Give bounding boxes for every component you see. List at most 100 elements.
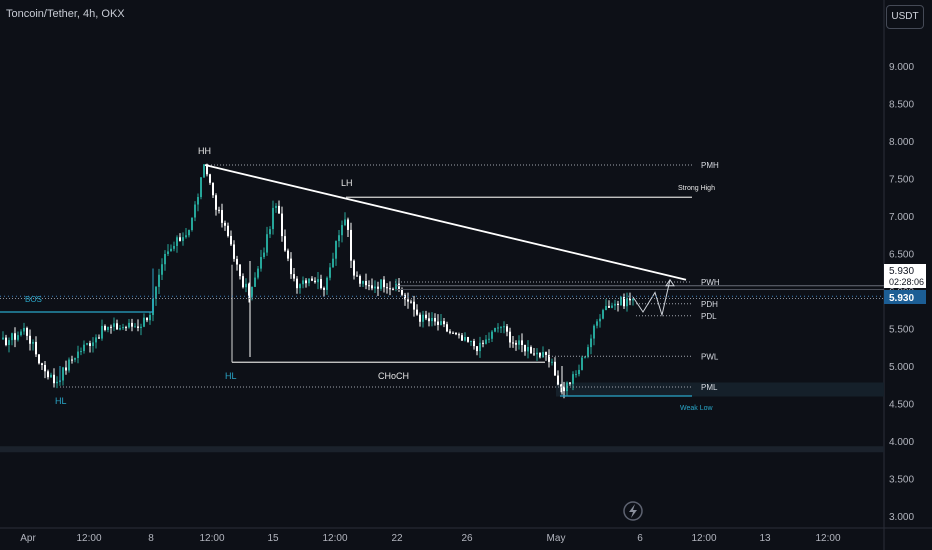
candle (146, 317, 148, 321)
candle (86, 343, 88, 345)
candle (206, 164, 208, 175)
candle (341, 225, 343, 236)
annotation-label: Strong High (678, 185, 715, 192)
candle (515, 342, 517, 345)
candle (281, 213, 283, 237)
candle (122, 327, 124, 329)
candle (434, 318, 436, 322)
y-tick-label: 3.500 (889, 475, 914, 486)
candle (128, 322, 130, 328)
candle (155, 286, 157, 299)
candle (239, 264, 241, 277)
candle (554, 361, 556, 376)
candle (143, 317, 145, 327)
candle (212, 182, 214, 196)
candle (113, 323, 115, 327)
candle (443, 321, 445, 325)
candle (410, 301, 412, 303)
candle (377, 286, 379, 289)
candle (596, 321, 598, 326)
trendline (204, 164, 687, 281)
y-tick-label: 5.500 (889, 325, 914, 336)
x-tick-label: 12:00 (199, 533, 224, 544)
candle (608, 306, 610, 308)
candle (101, 325, 103, 339)
candle (284, 236, 286, 251)
currency-button[interactable]: USDT (886, 5, 924, 29)
candle (8, 340, 10, 346)
candle (602, 310, 604, 319)
candle (179, 237, 181, 241)
x-tick-label: May (547, 533, 566, 544)
candle (308, 278, 310, 284)
candle (398, 283, 400, 290)
candle (335, 241, 337, 259)
candle (386, 287, 388, 289)
candle (209, 174, 211, 183)
candle (134, 326, 136, 328)
candle (65, 367, 67, 371)
y-tick-label: 7.000 (889, 212, 914, 223)
candle (92, 342, 94, 346)
candle (380, 279, 382, 289)
candle (14, 333, 16, 340)
candle (104, 325, 106, 330)
y-tick-label: 4.500 (889, 400, 914, 411)
projection-path (632, 279, 671, 317)
candle (299, 284, 301, 289)
range-zone (0, 446, 884, 453)
candle (32, 341, 34, 344)
level-label-pdh: PDH (701, 300, 718, 309)
candle (56, 381, 58, 384)
candle (395, 283, 397, 290)
candle (494, 327, 496, 332)
candle (293, 274, 295, 279)
candle (545, 352, 547, 355)
candle (35, 341, 37, 355)
candle (236, 258, 238, 265)
candle (230, 235, 232, 245)
current-price-tag-label: 5.930 (889, 293, 914, 304)
candle (272, 207, 274, 230)
candle (17, 335, 19, 340)
candle (614, 303, 616, 306)
x-tick-label: 12:00 (76, 533, 101, 544)
candle (245, 283, 247, 288)
x-tick-label: 13 (759, 533, 771, 544)
candle (497, 327, 499, 329)
candle (77, 351, 79, 359)
candle (632, 298, 634, 301)
y-tick-label: 7.500 (889, 175, 914, 186)
candle (161, 264, 163, 275)
candle (140, 326, 142, 328)
annotation-label: HH (198, 146, 211, 156)
candle (20, 331, 22, 336)
candle (257, 268, 259, 278)
candle (275, 205, 277, 208)
x-tick-label: 12:00 (322, 533, 347, 544)
candle (623, 296, 625, 307)
candle (368, 285, 370, 287)
candle (584, 356, 586, 358)
candle (188, 230, 190, 236)
candle (251, 286, 253, 298)
candle (173, 245, 175, 249)
candle (587, 347, 589, 357)
candle (221, 210, 223, 223)
candle (317, 279, 319, 283)
candle (500, 327, 502, 329)
candle (347, 219, 349, 230)
annotation-label: HL (55, 396, 67, 406)
lightning-icon[interactable] (623, 501, 643, 521)
candle (374, 286, 376, 289)
candle (629, 298, 631, 301)
candle (44, 364, 46, 372)
y-tick-label: 6.500 (889, 250, 914, 261)
candle (527, 347, 529, 352)
candle (80, 351, 82, 353)
candle (254, 277, 256, 287)
current-price-tag[interactable] (884, 290, 926, 304)
x-tick-label: 26 (461, 533, 473, 544)
candle (203, 164, 205, 178)
